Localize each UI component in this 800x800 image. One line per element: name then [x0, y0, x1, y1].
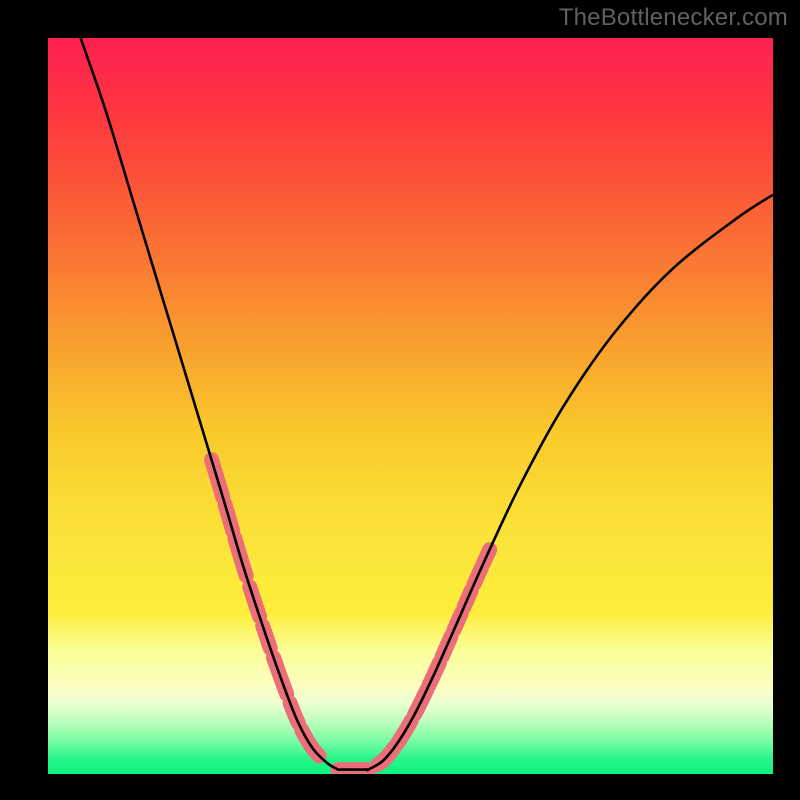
- watermark-text: TheBottlenecker.com: [559, 4, 788, 32]
- chart-stage: TheBottlenecker.com: [0, 0, 800, 800]
- gradient-background: [48, 38, 773, 774]
- bottleneck-curve-chart: [0, 0, 800, 800]
